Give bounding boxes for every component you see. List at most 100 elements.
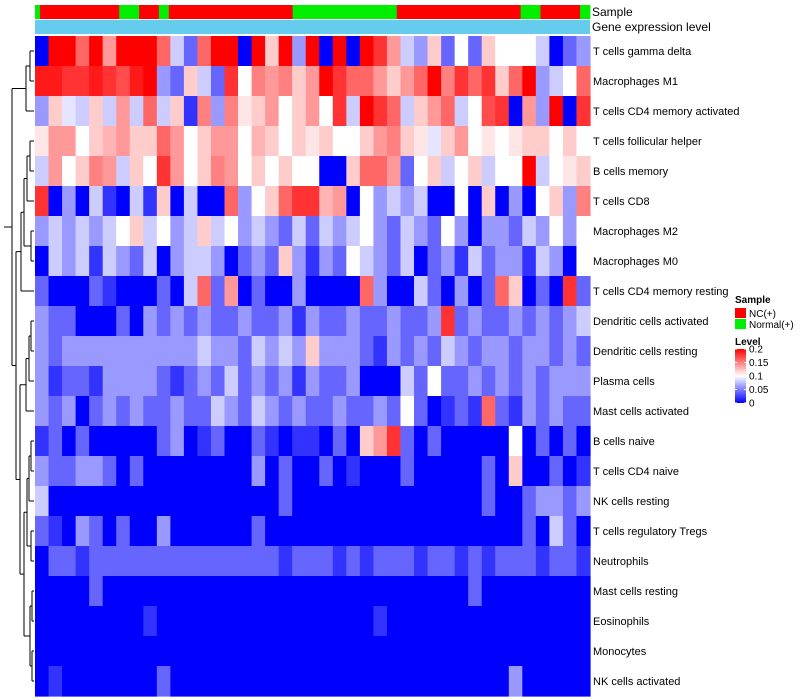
heatmap-cell <box>292 276 307 307</box>
sample-annotation-cell <box>168 5 175 19</box>
sample-annotation-cell <box>555 5 561 19</box>
heatmap-cell <box>359 366 375 397</box>
heatmap-cell <box>35 156 50 187</box>
heatmap-cell <box>346 546 361 577</box>
heatmap-cell <box>210 276 226 307</box>
heatmap-cell <box>522 516 537 547</box>
heatmap-cell <box>562 156 578 187</box>
heatmap-cell <box>62 486 77 517</box>
sample-annotation-cell <box>99 5 105 19</box>
heatmap-cell <box>62 546 77 577</box>
sample-annotation-cell <box>411 5 417 19</box>
heatmap-cell <box>156 96 171 127</box>
heatmap-cell <box>238 276 253 307</box>
heatmap-cell <box>359 486 375 517</box>
heatmap-cell <box>305 426 320 457</box>
heatmap-cell <box>129 156 144 187</box>
heatmap-cell <box>359 186 375 217</box>
heatmap-cell <box>359 636 375 667</box>
heatmap-cell <box>319 66 334 97</box>
heatmap-cell <box>400 576 415 607</box>
heatmap-cell <box>102 36 117 67</box>
heatmap-cell <box>562 126 578 157</box>
heatmap-cell <box>143 366 158 397</box>
heatmap-cell <box>359 66 375 97</box>
heatmap-cell <box>549 186 564 217</box>
heatmap-cell <box>129 366 144 397</box>
heatmap-cell <box>143 306 158 337</box>
heatmap-cell <box>441 336 456 367</box>
heatmap-cell <box>183 456 199 487</box>
heatmap-cell <box>454 336 469 367</box>
sample-annotation-cell <box>322 5 328 19</box>
heatmap-cell <box>35 216 50 247</box>
heatmap-cell <box>251 276 266 307</box>
sample-annotation-cell <box>451 5 457 19</box>
row-labels: T cells gamma delta Macrophages M1 T cells… <box>593 46 740 688</box>
row-label: Macrophages M2 <box>593 226 678 238</box>
heatmap-cell <box>35 186 50 217</box>
heatmap-cell <box>251 246 266 277</box>
heatmap-cell <box>305 216 320 247</box>
heatmap-cell <box>468 126 483 157</box>
heatmap-cell <box>522 576 537 607</box>
heatmap-cell <box>210 666 226 697</box>
heatmap-cell <box>468 636 483 667</box>
heatmap-cell <box>495 546 510 577</box>
sample-annotation-cell <box>312 5 318 19</box>
heatmap-cell <box>170 426 185 457</box>
heatmap-cell <box>481 36 496 67</box>
heatmap-cell <box>48 396 63 427</box>
heatmap-cell <box>197 216 212 247</box>
heatmap-cell <box>332 336 347 367</box>
heatmap-cell <box>386 66 402 97</box>
heatmap-cell <box>265 126 280 157</box>
sample-annotation-cell <box>243 5 249 19</box>
sample-annotation-cell <box>386 5 393 19</box>
heatmap-cell <box>238 516 253 547</box>
heatmap-cell <box>35 606 50 637</box>
heatmap-cell <box>224 36 239 67</box>
heatmap-cell <box>386 216 402 247</box>
heatmap-cell <box>278 516 293 547</box>
heatmap-cell <box>238 336 253 367</box>
sample-annotation-cell <box>401 5 408 19</box>
heatmap-cell <box>468 426 483 457</box>
sample-annotation-cell <box>49 5 56 19</box>
row-label: T cells CD4 memory resting <box>593 286 729 298</box>
heatmap-cell <box>305 276 320 307</box>
heatmap-cell <box>62 636 77 667</box>
heatmap-cell <box>48 36 63 67</box>
heatmap-cell <box>48 66 63 97</box>
heatmap-cell <box>265 396 280 427</box>
heatmap-cell <box>427 306 442 337</box>
heatmap-cell <box>143 126 158 157</box>
heatmap-cell <box>224 276 239 307</box>
heatmap-cell <box>373 546 388 577</box>
heatmap-cell <box>508 306 523 337</box>
heatmap-cell <box>156 486 171 517</box>
heatmap-cell <box>251 636 266 667</box>
legend-colorbar <box>735 349 746 403</box>
heatmap-cell <box>522 336 537 367</box>
heatmap-cell <box>62 456 77 487</box>
heatmap-cell <box>522 246 537 277</box>
heatmap-cell <box>535 426 550 457</box>
heatmap-cell <box>89 456 104 487</box>
heatmap-cell <box>116 156 131 187</box>
sample-annotation-cell <box>253 5 259 19</box>
heatmap-cell <box>576 666 591 697</box>
heatmap-cell <box>102 606 117 637</box>
sample-annotation-cell <box>381 5 388 19</box>
heatmap-cell <box>183 606 199 637</box>
sample-annotation-cell <box>144 5 150 19</box>
heatmap-cell <box>238 456 253 487</box>
heatmap-cell <box>332 606 347 637</box>
heatmap-cell <box>508 366 523 397</box>
heatmap-cell <box>170 126 185 157</box>
heatmap-cell <box>468 36 483 67</box>
heatmap-cell <box>319 276 334 307</box>
heatmap-cell <box>35 246 50 277</box>
heatmap-cell <box>35 636 50 667</box>
heatmap-cell <box>156 546 171 577</box>
